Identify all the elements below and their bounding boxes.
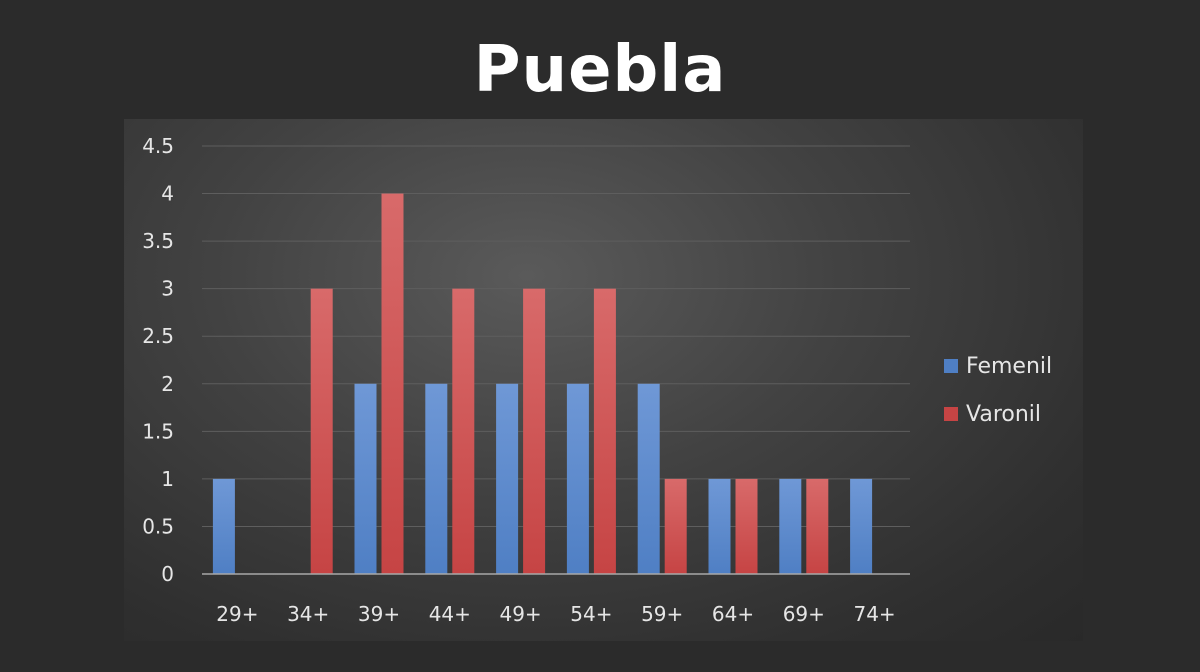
bar-varonil-44 <box>452 288 475 574</box>
x-tick-label: 29+ <box>216 602 258 626</box>
bar-varonil-59 <box>664 478 687 574</box>
bar-varonil-54 <box>593 288 616 574</box>
chart-panel: 0 0.5 1 1.5 2 2.5 3 3.5 4 4.5 29+ 34+ 39+ 44+ 49+ 54+ 59… <box>124 119 1083 641</box>
x-tick-label: 59+ <box>641 602 683 626</box>
bar-varonil-69 <box>806 478 829 574</box>
x-tick-label: 54+ <box>570 602 612 626</box>
bar-femenil-44 <box>425 383 448 574</box>
x-tick-label: 44+ <box>429 602 471 626</box>
y-tick-label: 1 <box>161 467 174 491</box>
bar-femenil-59 <box>637 383 660 574</box>
x-tick-label: 49+ <box>499 602 541 626</box>
legend-item-varonil: Varonil <box>944 390 1052 438</box>
y-tick-label: 2.5 <box>142 324 174 348</box>
bars <box>212 193 873 575</box>
y-tick-label: 3.5 <box>142 229 174 253</box>
x-tick-label: 34+ <box>287 602 329 626</box>
bar-varonil-39 <box>381 193 404 575</box>
bar-femenil-54 <box>566 383 589 574</box>
axes: 0 0.5 1 1.5 2 2.5 3 3.5 4 4.5 29+ 34+ 39+ 44+ 49+ 54+ 59… <box>142 134 910 626</box>
y-tick-label: 3 <box>161 277 174 301</box>
bar-femenil-64 <box>708 478 731 574</box>
bar-chart: 0 0.5 1 1.5 2 2.5 3 3.5 4 4.5 29+ 34+ 39+ 44+ 49+ 54+ 59… <box>142 134 910 626</box>
y-tick-label: 4.5 <box>142 134 174 158</box>
y-tick-label: 4 <box>161 182 174 206</box>
x-tick-label: 64+ <box>712 602 754 626</box>
x-tick-label: 69+ <box>783 602 825 626</box>
bar-femenil-49 <box>496 383 519 574</box>
bar-femenil-69 <box>779 478 802 574</box>
bar-varonil-49 <box>523 288 546 574</box>
x-tick-label: 39+ <box>358 602 400 626</box>
y-tick-label: 0.5 <box>142 514 174 538</box>
bar-varonil-64 <box>735 478 758 574</box>
bar-femenil-29 <box>212 478 235 574</box>
legend-label-femenil: Femenil <box>966 353 1053 379</box>
legend-swatch-varonil <box>944 407 958 421</box>
legend-label-varonil: Varonil <box>966 401 1042 427</box>
bar-femenil-74 <box>850 478 873 574</box>
x-tick-label: 74+ <box>853 602 895 626</box>
grid-lines <box>202 145 910 527</box>
chart-title: Puebla <box>473 33 727 107</box>
legend-item-femenil: Femenil <box>944 342 1052 390</box>
legend: Femenil Varonil <box>944 342 1052 438</box>
legend-swatch-femenil <box>944 359 958 373</box>
y-tick-label: 2 <box>161 372 174 396</box>
y-tick-label: 0 <box>161 562 174 586</box>
bar-femenil-39 <box>354 383 377 574</box>
y-tick-label: 1.5 <box>142 419 174 443</box>
bar-varonil-34 <box>310 288 333 574</box>
